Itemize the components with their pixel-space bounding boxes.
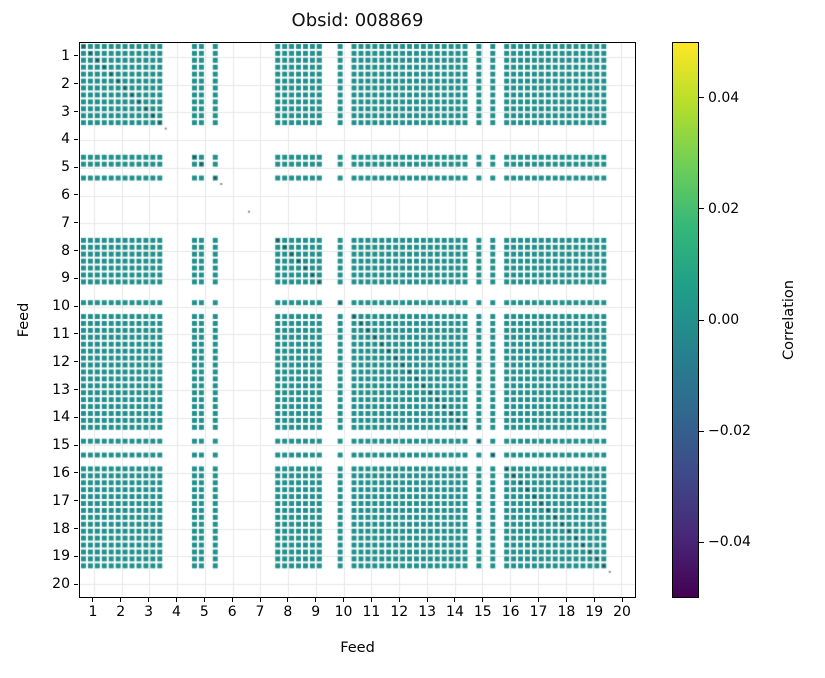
y-tick-label: 8 — [61, 242, 70, 259]
y-tick-label: 16 — [52, 464, 70, 481]
y-tick-mark — [74, 83, 78, 85]
colorbar-tick-label: −0.04 — [708, 534, 751, 551]
y-tick-mark — [74, 472, 78, 474]
y-tick-mark — [74, 111, 78, 112]
x-tick-label: 20 — [613, 604, 631, 620]
x-tick-label: 12 — [390, 604, 409, 620]
heatmap-plot — [79, 42, 636, 598]
y-tick-mark — [74, 416, 78, 418]
colorbar-tick-label: 0.00 — [708, 312, 740, 328]
x-tick-label: 5 — [199, 604, 209, 620]
x-tick-label: 11 — [362, 604, 381, 620]
colorbar-tick-mark — [699, 541, 704, 543]
y-tick-label: 5 — [61, 159, 70, 176]
x-tick-mark — [454, 598, 456, 602]
x-tick-mark — [343, 598, 345, 602]
x-tick-label: 8 — [283, 604, 293, 620]
y-tick-mark — [74, 528, 78, 529]
y-tick-label: 13 — [52, 381, 70, 398]
x-tick-mark — [203, 598, 205, 602]
x-tick-mark — [482, 598, 484, 602]
x-tick-mark — [120, 598, 122, 602]
x-tick-mark — [593, 598, 595, 602]
x-tick-label: 13 — [418, 604, 437, 620]
y-tick-label: 7 — [61, 214, 70, 231]
colorbar-tick-label: −0.02 — [708, 423, 751, 440]
y-tick-label: 3 — [61, 103, 70, 120]
x-tick-mark — [565, 598, 567, 602]
x-tick-mark — [370, 598, 372, 602]
y-tick-mark — [74, 194, 78, 196]
y-tick-label: 12 — [52, 353, 70, 370]
x-tick-mark — [231, 598, 233, 602]
colorbar — [672, 42, 699, 598]
colorbar-label: Correlation — [781, 280, 797, 360]
y-tick-mark — [74, 583, 78, 585]
x-tick-mark — [426, 598, 428, 602]
colorbar-tick-mark — [699, 319, 704, 321]
y-tick-mark — [74, 500, 78, 502]
colorbar-gradient — [673, 43, 698, 597]
x-axis-label: Feed — [340, 640, 375, 656]
x-tick-mark — [287, 598, 289, 602]
colorbar-tick-label: 0.04 — [708, 89, 740, 106]
y-tick-label: 11 — [52, 325, 70, 342]
correlation-matrix-canvas — [80, 43, 635, 597]
x-tick-label: 6 — [227, 604, 237, 620]
x-tick-label: 10 — [334, 604, 353, 620]
x-tick-label: 19 — [585, 604, 604, 620]
x-tick-mark — [510, 598, 512, 602]
x-tick-label: 1 — [88, 604, 98, 620]
y-tick-label: 6 — [61, 186, 70, 203]
y-tick-label: 9 — [61, 270, 70, 287]
x-tick-label: 7 — [255, 604, 265, 620]
chart-title: Obsid: 008869 — [291, 10, 424, 31]
y-tick-mark — [74, 250, 78, 251]
y-tick-mark — [74, 166, 78, 168]
y-axis-label: Feed — [16, 302, 32, 338]
x-tick-mark — [148, 598, 150, 602]
colorbar-tick-mark — [699, 208, 704, 210]
y-tick-mark — [74, 222, 78, 224]
x-tick-mark — [315, 598, 317, 602]
y-tick-mark — [74, 277, 78, 279]
y-tick-mark — [74, 333, 78, 335]
y-tick-mark — [74, 305, 78, 307]
y-tick-mark — [74, 55, 78, 57]
y-tick-label: 15 — [52, 437, 70, 454]
x-tick-label: 17 — [529, 604, 548, 620]
y-tick-label: 14 — [52, 409, 70, 426]
x-tick-mark — [259, 598, 261, 602]
y-tick-mark — [74, 555, 78, 557]
colorbar-tick-mark — [699, 430, 704, 432]
y-tick-label: 19 — [52, 548, 70, 565]
colorbar-tick-mark — [699, 97, 704, 99]
x-tick-label: 2 — [116, 604, 126, 620]
y-tick-mark — [74, 138, 78, 140]
y-tick-mark — [74, 361, 78, 363]
x-tick-mark — [175, 598, 177, 602]
y-tick-label: 4 — [61, 131, 70, 148]
y-tick-label: 10 — [52, 298, 70, 315]
x-tick-label: 16 — [501, 604, 520, 620]
y-tick-label: 2 — [61, 75, 70, 92]
y-tick-label: 18 — [52, 520, 70, 537]
x-tick-mark — [621, 598, 623, 602]
x-tick-label: 18 — [557, 604, 576, 620]
x-tick-label: 14 — [446, 604, 464, 620]
x-tick-label: 15 — [473, 604, 492, 620]
x-tick-mark — [398, 598, 400, 602]
y-tick-label: 17 — [52, 492, 70, 509]
y-tick-label: 1 — [61, 47, 70, 64]
colorbar-tick-label: 0.02 — [708, 200, 740, 217]
y-tick-mark — [74, 389, 78, 390]
y-tick-label: 20 — [52, 576, 70, 593]
x-tick-mark — [538, 598, 540, 602]
x-tick-label: 9 — [311, 604, 321, 620]
x-tick-mark — [92, 598, 94, 602]
y-tick-mark — [74, 444, 78, 446]
x-tick-label: 3 — [144, 604, 154, 620]
x-tick-label: 4 — [172, 604, 181, 620]
